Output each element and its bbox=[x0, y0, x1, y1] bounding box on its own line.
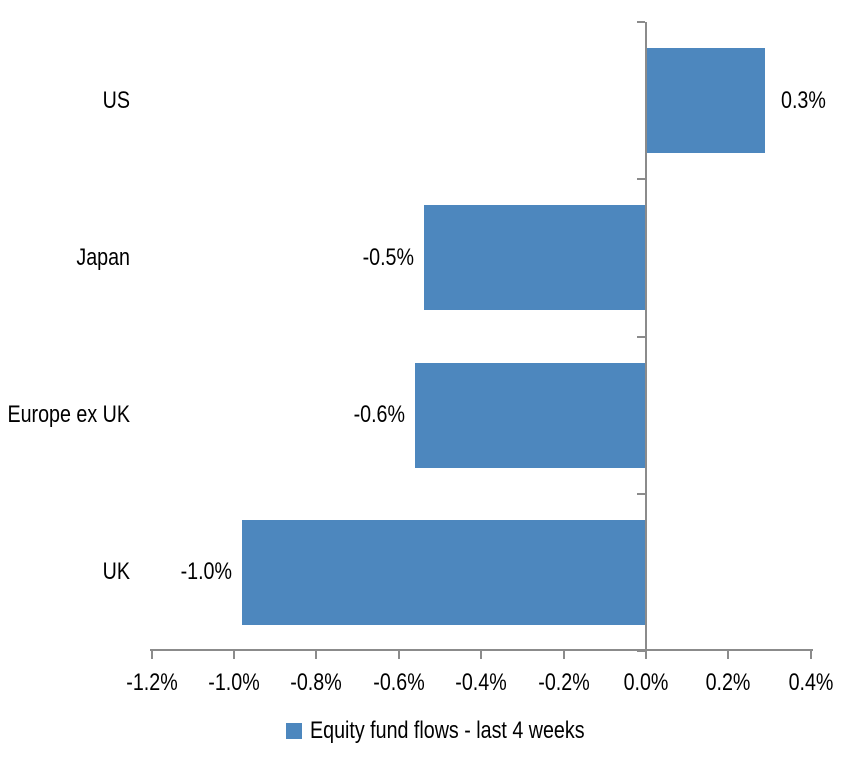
x-tick bbox=[480, 651, 483, 659]
x-tick-label: 0.2% bbox=[705, 669, 751, 696]
bar-uk bbox=[242, 519, 646, 625]
x-tick bbox=[315, 651, 318, 659]
category-label-japan: Japan bbox=[76, 243, 130, 271]
x-tick-label: -0.8% bbox=[290, 669, 343, 696]
bar-europe-ex-uk bbox=[415, 362, 646, 468]
x-tick-label: -0.4% bbox=[455, 669, 507, 696]
category-boundary-tick bbox=[637, 650, 645, 652]
x-tick bbox=[233, 651, 235, 659]
category-boundary-tick bbox=[637, 492, 645, 495]
category-axis-line bbox=[645, 22, 647, 651]
x-axis-line bbox=[150, 649, 813, 651]
x-tick-label: -0.6% bbox=[373, 669, 425, 696]
x-tick-label: -1.2% bbox=[125, 669, 178, 696]
category-label-europe-ex-uk: Europe ex UK bbox=[7, 401, 131, 429]
value-label-japan: -0.5% bbox=[362, 243, 414, 271]
x-tick-label: 0.4% bbox=[788, 669, 834, 696]
legend-label: Equity fund flows - last 4 weeks bbox=[310, 717, 585, 744]
legend: Equity fund flows - last 4 weeks bbox=[286, 718, 645, 744]
bar-japan bbox=[423, 205, 646, 311]
x-tick bbox=[727, 651, 730, 659]
category-boundary-tick bbox=[637, 21, 645, 23]
x-tick-label: -0.2% bbox=[537, 669, 590, 696]
x-tick bbox=[809, 651, 812, 659]
x-tick bbox=[645, 651, 647, 659]
category-label-uk: UK bbox=[102, 558, 130, 586]
x-tick bbox=[150, 651, 153, 659]
category-boundary-tick bbox=[637, 335, 645, 338]
x-tick-label: -1.0% bbox=[208, 669, 260, 696]
value-label-europe-ex-uk: -0.6% bbox=[353, 401, 406, 429]
x-tick bbox=[562, 651, 565, 659]
bar-us bbox=[646, 48, 766, 154]
category-boundary-tick bbox=[637, 178, 645, 181]
x-tick-label: 0.0% bbox=[623, 669, 669, 696]
x-tick bbox=[397, 651, 400, 659]
legend-marker bbox=[286, 723, 302, 739]
value-label-us: 0.3% bbox=[781, 86, 827, 114]
value-label-uk: -1.0% bbox=[180, 558, 233, 586]
category-label-us: US bbox=[102, 86, 130, 114]
